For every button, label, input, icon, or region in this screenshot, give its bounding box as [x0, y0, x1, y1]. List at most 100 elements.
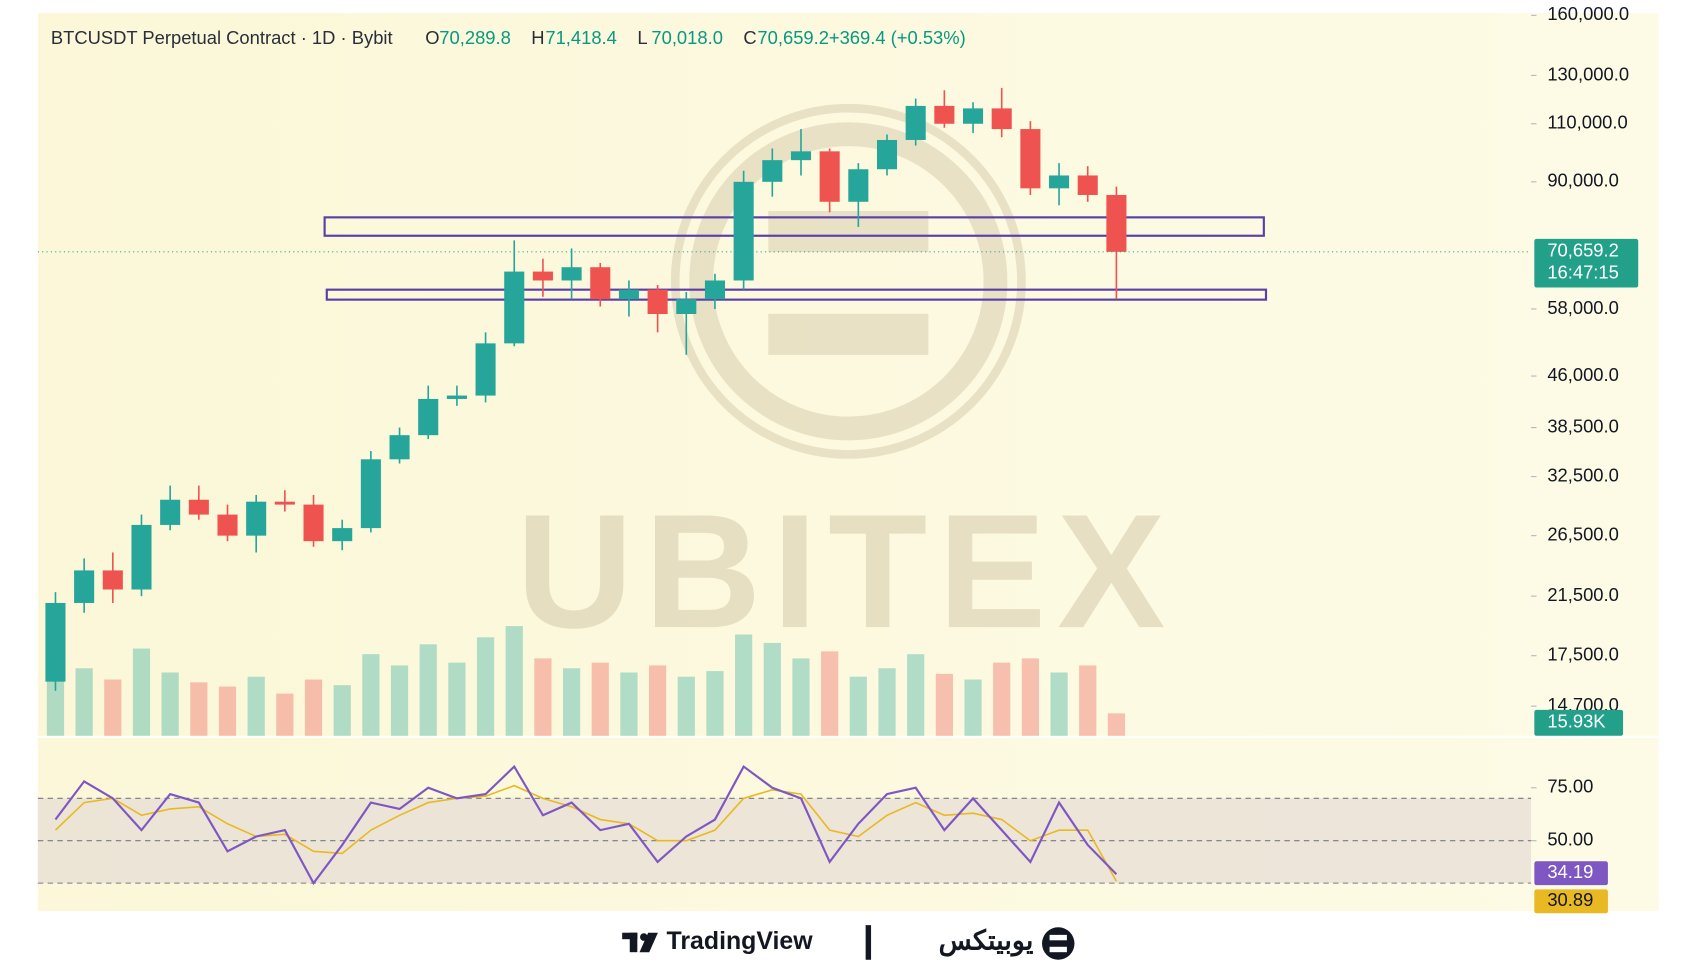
y-tick-label: 90,000.0 [1547, 170, 1619, 191]
volume-bar [534, 658, 552, 736]
candle-body [876, 139, 898, 170]
volume-label: 15.93K [1547, 711, 1606, 732]
candle-body [676, 299, 697, 315]
rsi-tick-label: 75.00 [1547, 776, 1593, 797]
candle-body [991, 108, 1012, 130]
candle-body [1020, 129, 1041, 189]
candle-body [532, 271, 553, 281]
y-tick-label: 26,500.0 [1547, 523, 1619, 544]
rsi-box [1534, 889, 1608, 914]
volume-bar [132, 648, 151, 736]
candle-body [1077, 175, 1098, 195]
candle-body [733, 181, 754, 281]
candle-body [160, 499, 181, 525]
volume-bar [821, 651, 839, 736]
change: +369.4 (+0.53%) [829, 27, 966, 48]
watermark-text: UBITEX [516, 481, 1176, 662]
candle-body [762, 160, 783, 182]
footer-right: یوبیتکس [939, 926, 1034, 958]
volume-bar [993, 662, 1011, 736]
candle-body [74, 570, 95, 603]
price-label: 70,659.2 [1547, 240, 1619, 261]
ohlc-value: 70,289.8 [439, 27, 511, 48]
volume-bar [276, 693, 294, 736]
y-tick-label: 160,000.0 [1547, 3, 1629, 24]
y-tick-label: 38,500.0 [1547, 415, 1619, 436]
candle-body [188, 499, 209, 515]
volume-bar [333, 685, 351, 736]
ohlc-value: 70,659.2 [757, 27, 829, 48]
volume-bar [763, 642, 781, 736]
volume-bar [1079, 665, 1097, 736]
y-tick-label: 46,000.0 [1547, 364, 1619, 385]
rsi-box [1534, 861, 1608, 886]
candle-body [1106, 194, 1127, 252]
ohlc-value: 71,418.4 [545, 27, 617, 48]
candle-body [790, 151, 812, 161]
volume-bar [649, 665, 667, 736]
candle-body [704, 280, 726, 300]
ohlc-name: H [531, 27, 544, 48]
candle-body [45, 602, 66, 682]
candle-body [446, 395, 467, 399]
volume-bar [75, 668, 93, 736]
candle-body [590, 267, 611, 300]
volume-bar [964, 679, 982, 736]
volume-bar [591, 662, 609, 736]
rsi-last-label: 34.19 [1547, 861, 1593, 882]
candle-body [389, 435, 410, 460]
candle-body [962, 108, 984, 124]
ohlc-name: O [425, 27, 439, 48]
candle-body [561, 267, 582, 281]
volume-bar [935, 673, 953, 736]
y-tick-label: 21,500.0 [1547, 584, 1619, 605]
candle-body [475, 343, 496, 396]
volume-bar [792, 658, 810, 736]
volume-bar [104, 679, 122, 736]
volume-bar [1050, 672, 1068, 736]
volume-bar [677, 676, 695, 736]
candle-body [647, 289, 668, 315]
chart-title: BTCUSDT Perpetual Contract · 1D · Bybit [51, 27, 393, 48]
countdown: 16:47:15 [1547, 261, 1619, 282]
volume-box [1534, 709, 1624, 736]
candle-body [360, 459, 381, 529]
volume-bar [448, 662, 466, 736]
zone [325, 288, 1268, 301]
candle-body [217, 514, 238, 536]
footer: TradingView یوبیتکس [622, 925, 1075, 960]
candle-body [1049, 175, 1070, 189]
candle-body [905, 105, 926, 140]
candle-body [303, 504, 324, 542]
rsi-last-label: 30.89 [1547, 889, 1593, 910]
volume-bar [218, 686, 237, 736]
candle-body [418, 398, 439, 436]
candle-body [848, 169, 869, 202]
y-tick-label: 17,500.0 [1547, 644, 1619, 665]
volume-bar [1021, 658, 1039, 736]
y-tick-label: 32,500.0 [1547, 464, 1619, 485]
candle-body [332, 528, 353, 542]
tradingview-logo [622, 932, 658, 953]
y-tick-label: 58,000.0 [1547, 297, 1619, 318]
volume-bar [1107, 713, 1126, 736]
volume-bar [849, 676, 867, 736]
volume-bar [562, 668, 581, 736]
ohlc-name: C [743, 27, 756, 48]
y-tick-label: 110,000.0 [1547, 112, 1627, 133]
zone [323, 216, 1265, 237]
y-tick-label: 14,700.0 [1547, 694, 1619, 715]
candle-body [819, 151, 840, 202]
candle-body [102, 570, 123, 590]
volume-bar [476, 637, 495, 736]
separator [865, 925, 872, 960]
volume-bar [190, 682, 208, 736]
volume-bar [304, 679, 323, 736]
volume-bar [505, 626, 523, 736]
volume-bar [247, 676, 265, 736]
ohlc-name: L [637, 27, 647, 48]
candle-body [934, 105, 955, 124]
volume-bar [735, 634, 753, 736]
volume-bar [620, 672, 638, 736]
